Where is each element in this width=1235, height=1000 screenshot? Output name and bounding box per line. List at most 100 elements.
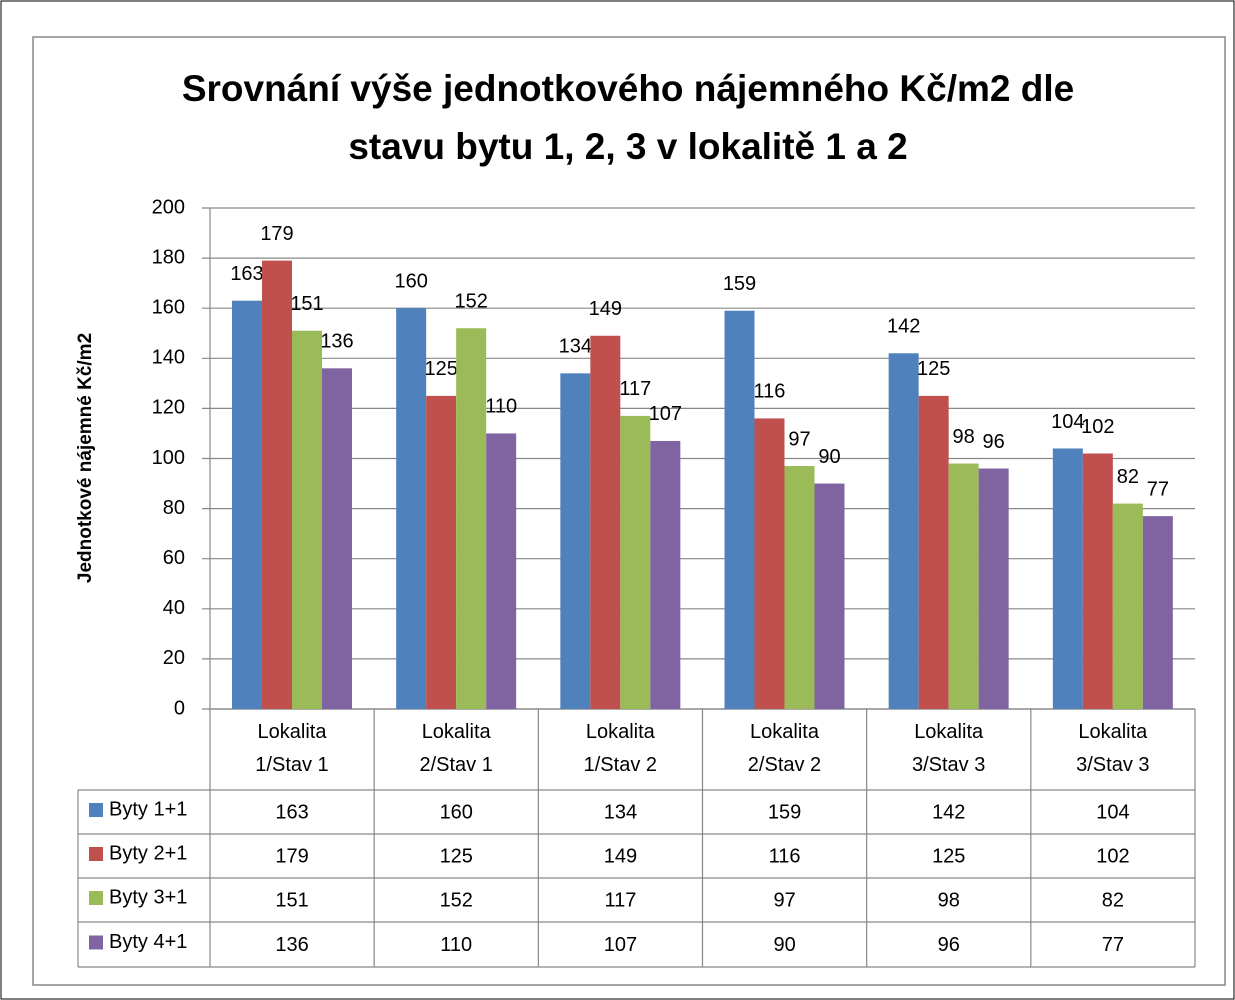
x-tick-label: Lokalita 1/Stav 1	[210, 716, 374, 782]
category-text: Lokalita 3/Stav 3	[911, 721, 986, 776]
legend-label: Byty 2+1	[109, 842, 187, 864]
table-value: 179	[275, 845, 308, 867]
data-label: 134	[559, 336, 592, 358]
bar	[814, 483, 845, 709]
y-tick-label: 100	[152, 447, 185, 469]
table-value: 159	[768, 801, 801, 823]
data-label: 90	[818, 446, 840, 468]
legend-label: Byty 3+1	[109, 886, 187, 908]
data-label: 107	[649, 403, 682, 425]
table-value: 82	[1102, 889, 1124, 911]
bar	[948, 463, 979, 709]
bar	[1112, 503, 1143, 709]
bar	[456, 328, 487, 709]
data-label: 125	[424, 358, 457, 380]
y-tick-label: 40	[163, 597, 185, 619]
y-axis-label: Jednotkové nájemné Kč/m2	[75, 333, 96, 583]
bar	[918, 395, 949, 709]
bar	[232, 300, 262, 709]
data-label: 142	[887, 316, 920, 338]
table-value: 104	[1096, 801, 1129, 823]
legend-swatch	[89, 935, 103, 950]
bar	[784, 466, 815, 709]
legend-swatch	[89, 803, 103, 817]
table-value: 163	[275, 801, 308, 823]
data-label: 117	[619, 378, 651, 400]
x-tick-label: Lokalita 1/Stav 2	[538, 716, 702, 782]
data-label: 159	[723, 273, 756, 295]
bar	[1142, 516, 1173, 709]
data-label: 151	[290, 293, 323, 315]
x-tick-label: Lokalita 2/Stav 2	[703, 716, 867, 782]
data-label: 98	[953, 426, 975, 448]
data-label: 102	[1081, 416, 1114, 438]
legend-swatch	[89, 891, 103, 905]
category-text: Lokalita 3/Stav 3	[1076, 721, 1150, 776]
data-label: 110	[485, 396, 517, 418]
table-value: 136	[275, 934, 308, 956]
table-value: 98	[938, 889, 960, 911]
bar	[426, 395, 457, 709]
category-text: Lokalita 1/Stav 1	[255, 721, 329, 776]
data-label: 149	[589, 298, 622, 320]
table-value: 151	[275, 889, 308, 911]
y-tick-label: 80	[163, 497, 185, 519]
y-tick-label: 180	[152, 246, 185, 268]
y-tick-label: 60	[163, 547, 185, 569]
data-label: 96	[983, 431, 1005, 453]
bar	[620, 415, 651, 709]
table-value: 142	[932, 801, 965, 823]
data-label: 77	[1147, 478, 1169, 500]
bar	[322, 368, 352, 709]
y-tick-label: 160	[152, 296, 185, 318]
bar	[292, 330, 322, 709]
bar	[560, 373, 591, 709]
y-tick-label: 20	[163, 647, 185, 669]
y-tick-label: 140	[152, 347, 185, 369]
data-label: 116	[754, 381, 786, 403]
table-value: 117	[604, 889, 636, 911]
table-value: 125	[440, 845, 473, 867]
y-tick-label: 0	[174, 697, 185, 719]
table-value: 77	[1102, 934, 1124, 956]
category-text: Lokalita 2/Stav 1	[419, 721, 493, 776]
data-label: 152	[454, 291, 487, 313]
bar	[888, 353, 919, 709]
chart-title: Srovnání výše jednotkového nájemného Kč/…	[181, 68, 1075, 167]
table-value: 107	[604, 934, 637, 956]
legend-label: Byty 4+1	[109, 931, 187, 953]
legend-swatch	[89, 847, 103, 861]
bar	[754, 418, 785, 709]
data-label: 160	[394, 270, 427, 292]
bar	[724, 310, 755, 709]
bar	[1052, 448, 1083, 709]
data-label: 125	[917, 358, 950, 380]
chart-frame	[32, 36, 1226, 986]
table-value: 160	[440, 801, 473, 823]
table-value: 96	[938, 934, 960, 956]
bar	[650, 440, 681, 709]
data-label: 136	[320, 331, 353, 353]
data-label: 163	[230, 263, 263, 285]
data-label: 179	[260, 223, 293, 245]
table-value: 149	[604, 845, 637, 867]
bar	[978, 468, 1009, 709]
bar	[396, 308, 427, 709]
category-text: Lokalita 1/Stav 2	[583, 721, 658, 776]
category-text: Lokalita 2/Stav 2	[747, 721, 822, 776]
table-value: 102	[1096, 845, 1129, 867]
table-value: 97	[773, 889, 795, 911]
legend-label: Byty 1+1	[109, 798, 187, 820]
bar	[1082, 453, 1113, 709]
y-tick-label: 120	[152, 397, 185, 419]
table-value: 110	[440, 934, 472, 956]
table-value: 152	[440, 889, 473, 911]
table-value: 125	[932, 845, 965, 867]
table-value: 90	[773, 934, 795, 956]
table-value: 116	[769, 845, 801, 867]
x-tick-label: Lokalita 2/Stav 1	[374, 716, 538, 782]
x-tick-label: Lokalita 3/Stav 3	[1031, 716, 1195, 782]
y-tick-label: 200	[152, 196, 185, 218]
